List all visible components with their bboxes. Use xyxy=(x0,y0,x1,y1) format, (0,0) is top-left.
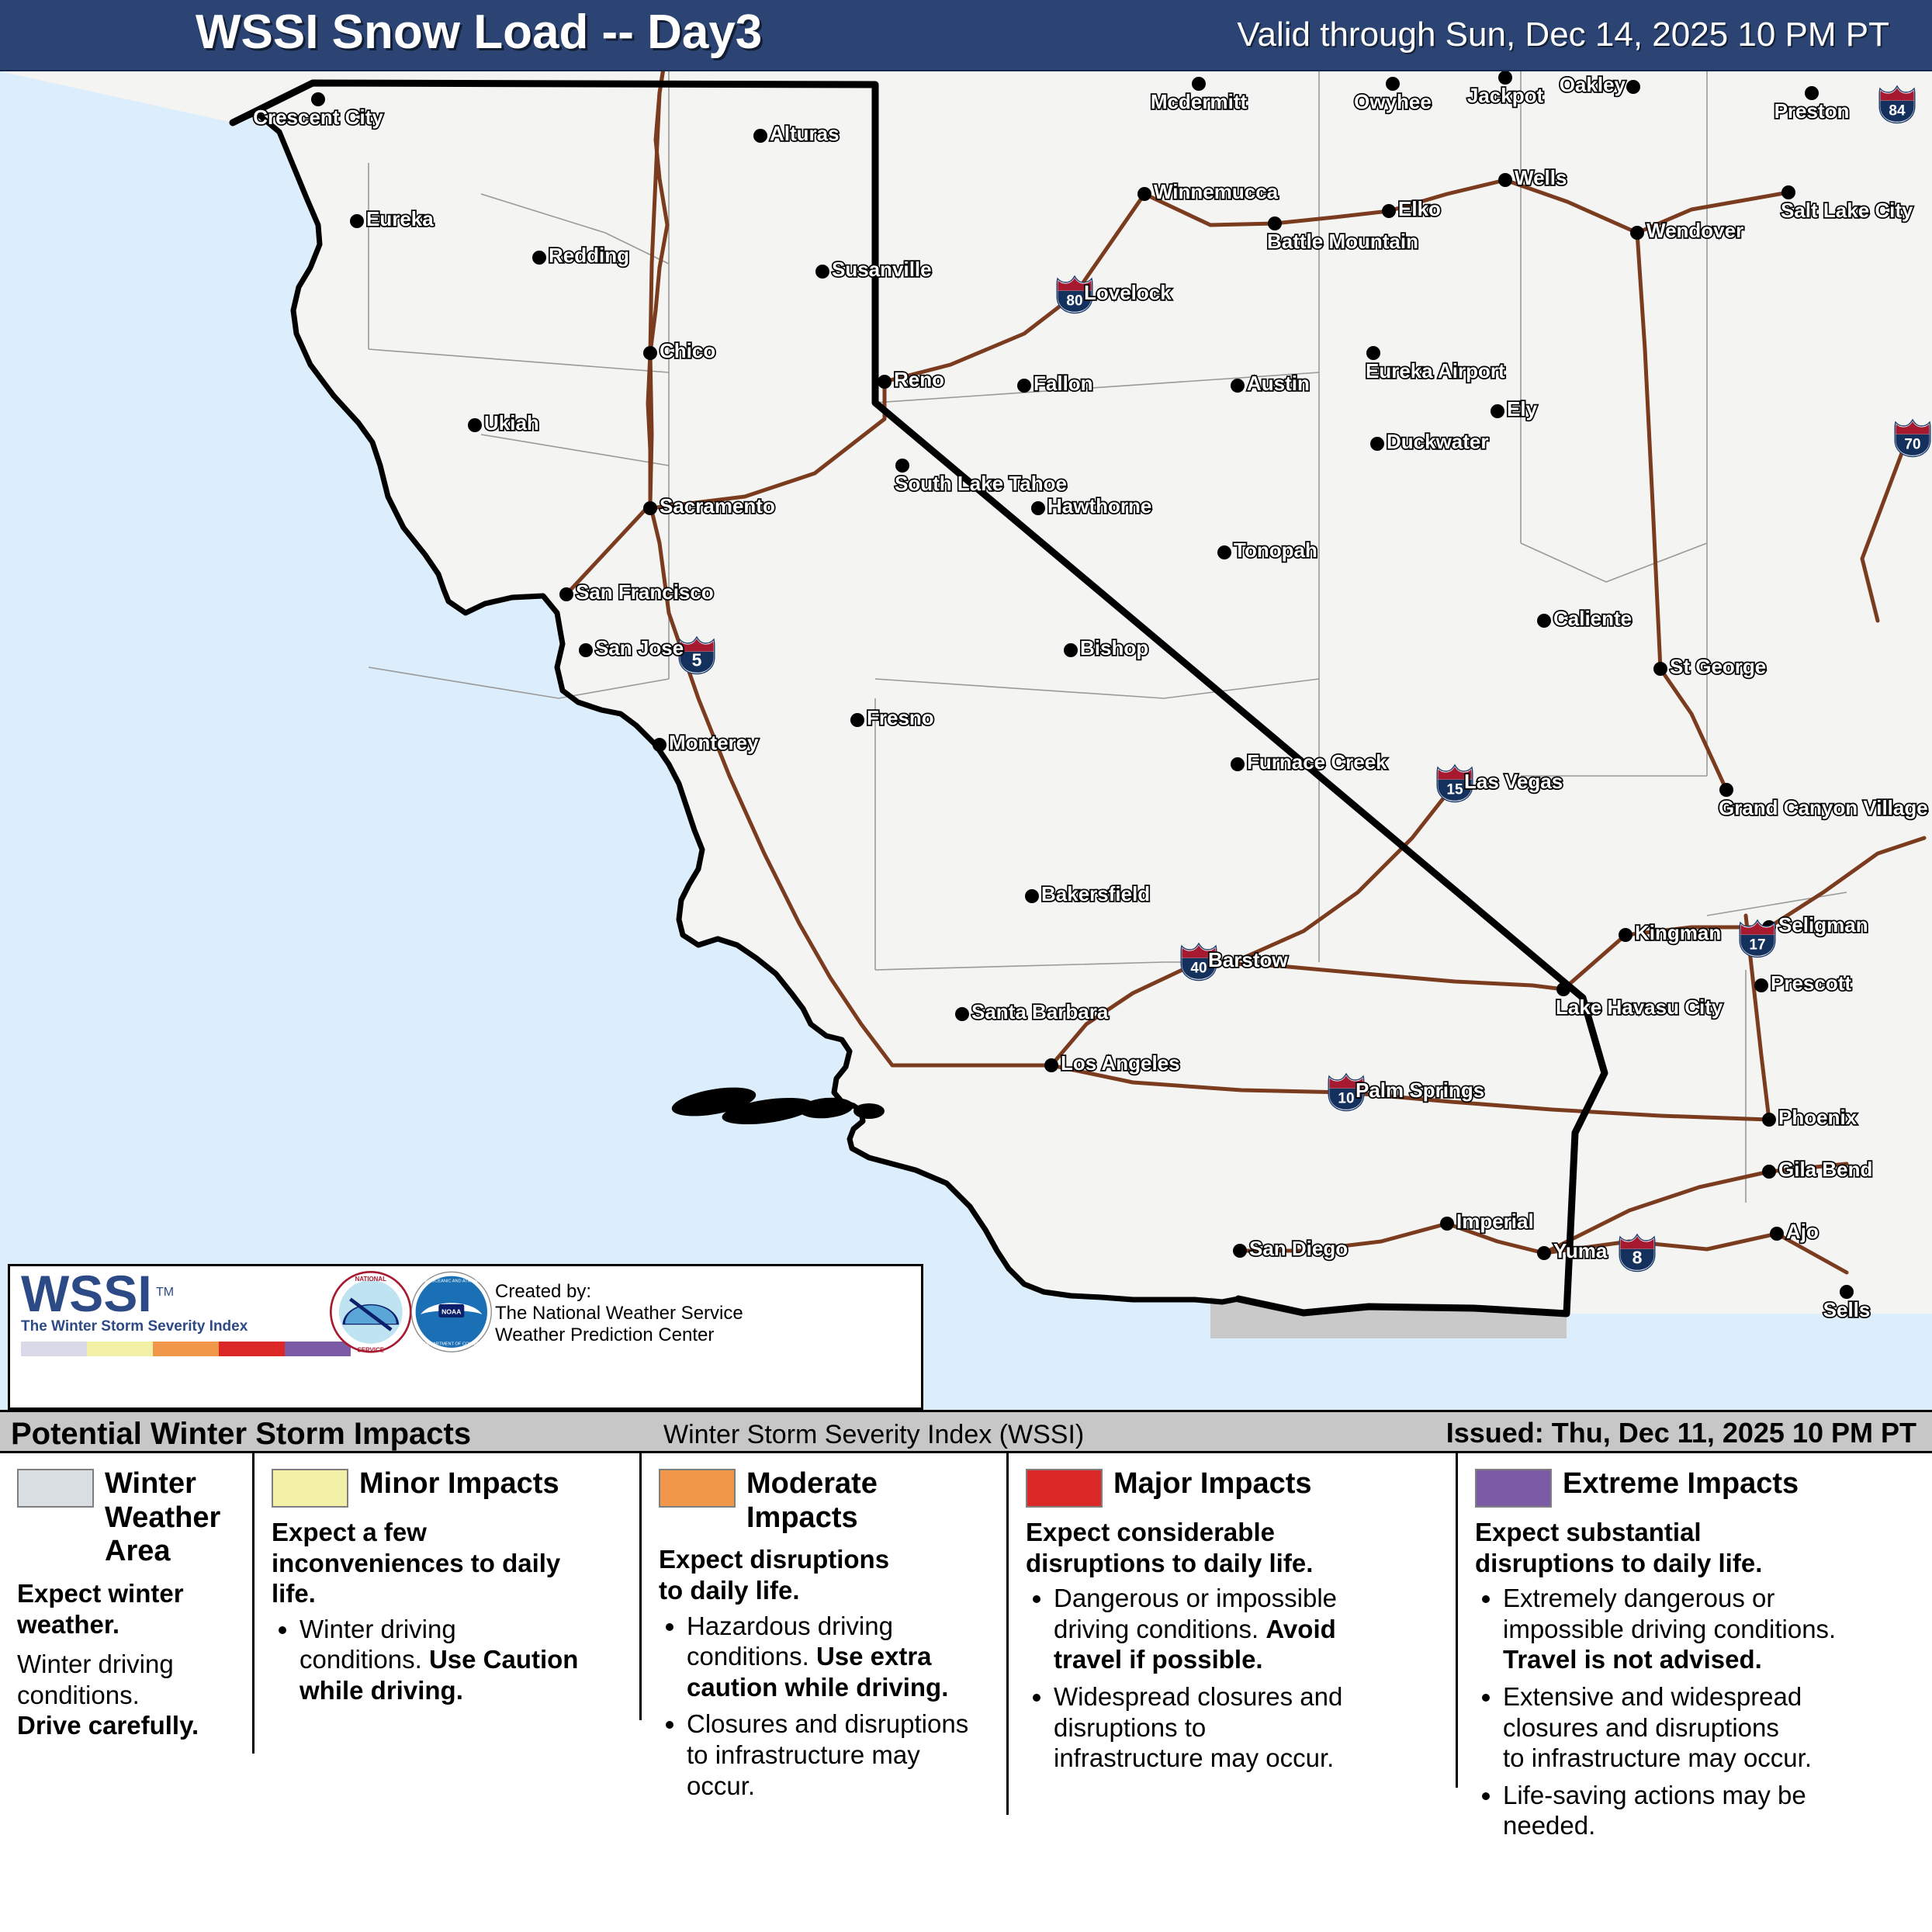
svg-text:NOAA: NOAA xyxy=(441,1307,461,1315)
svg-text:The National Weather Service: The National Weather Service xyxy=(495,1303,743,1324)
svg-text:80: 80 xyxy=(1066,293,1082,310)
svg-text:15: 15 xyxy=(1446,782,1463,798)
svg-text:70: 70 xyxy=(1904,437,1920,453)
svg-text:TM: TM xyxy=(156,1286,174,1299)
svg-text:40: 40 xyxy=(1190,961,1207,977)
svg-text:The Winter Storm Severity Inde: The Winter Storm Severity Index xyxy=(21,1318,248,1335)
svg-text:NATIONAL: NATIONAL xyxy=(355,1276,386,1283)
svg-text:5: 5 xyxy=(692,650,702,670)
svg-text:Weather Prediction Center: Weather Prediction Center xyxy=(495,1324,714,1345)
svg-text:U.S. DEPARTMENT OF COMMERCE: U.S. DEPARTMENT OF COMMERCE xyxy=(414,1342,488,1347)
svg-text:NATIONAL OCEANIC AND ATMOSPHER: NATIONAL OCEANIC AND ATMOSPHERIC xyxy=(409,1279,494,1284)
svg-text:SERVICE: SERVICE xyxy=(358,1346,385,1353)
svg-text:Created by:: Created by: xyxy=(495,1281,591,1302)
svg-text:8: 8 xyxy=(1633,1248,1643,1268)
svg-text:10: 10 xyxy=(1338,1091,1354,1107)
svg-text:17: 17 xyxy=(1749,937,1765,954)
svg-text:WSSI: WSSI xyxy=(21,1266,152,1322)
